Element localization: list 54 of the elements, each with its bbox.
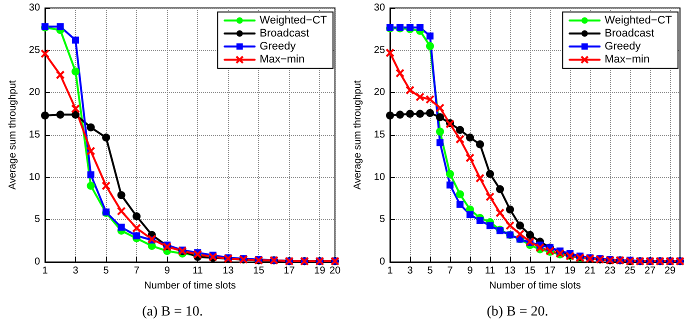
y-tick-label: 10 (28, 172, 40, 183)
x-tick-label: 20 (329, 266, 341, 276)
legend-label: Weighted−CT (260, 14, 328, 26)
x-tick-label: 19 (314, 266, 326, 276)
x-tick-label: 19 (564, 266, 576, 276)
y-tick-label: 15 (28, 130, 40, 140)
y-axis-title: Average sum throughput (8, 80, 18, 190)
x-tick-label: 25 (624, 266, 636, 276)
legend-label: Greedy (260, 40, 296, 52)
y-tick-label: 15 (374, 130, 386, 140)
x-tick-label: 7 (447, 266, 454, 276)
x-tick-label: 3 (407, 266, 414, 276)
y-tick-label: 25 (28, 44, 40, 56)
x-axis-title: Number of time slots (144, 280, 236, 292)
y-tick-label: 0 (34, 256, 40, 268)
x-tick-label: 27 (644, 266, 656, 276)
y-tick-label: 30 (28, 2, 40, 14)
legend-label: Broadcast (260, 28, 310, 40)
legend-label: Broadcast (604, 28, 654, 40)
x-tick-label: 17 (544, 266, 556, 276)
legend-label: Max−min (604, 54, 650, 66)
legend-label: Weighted−CT (604, 14, 672, 26)
x-tick-label: 11 (192, 266, 204, 276)
x-tick-label: 17 (284, 266, 296, 276)
x-tick-label: 1 (387, 266, 394, 276)
x-tick-label: 15 (253, 266, 265, 276)
x-tick-label: 1 (42, 266, 48, 276)
text: (a) B = 10. (142, 304, 203, 320)
x-tick-label: 21 (584, 266, 596, 276)
x-tick-label: 13 (222, 266, 234, 276)
x-tick-label: 3 (72, 266, 79, 276)
x-tick-label: 23 (604, 266, 616, 276)
y-tick-label: 20 (374, 87, 386, 98)
y-tick-label: 5 (379, 214, 386, 226)
x-tick-label: 15 (524, 266, 536, 276)
x-tick-label: 9 (164, 266, 170, 276)
x-tick-label: 5 (427, 266, 434, 276)
legend-label: Max−min (260, 54, 305, 66)
y-tick-label: 10 (374, 172, 386, 183)
y-tick-label: 0 (379, 256, 386, 268)
x-tick-label: 5 (103, 266, 110, 276)
legend-label: Greedy (604, 40, 642, 52)
x-axis-title: Number of time slots (489, 280, 581, 292)
x-tick-label: 9 (467, 266, 474, 276)
y-tick-label: 30 (374, 2, 386, 14)
y-axis-title: Average sum throughput (352, 80, 364, 190)
y-tick-label: 25 (374, 44, 386, 56)
x-tick-label: 13 (504, 266, 516, 276)
x-tick-label: 7 (134, 266, 140, 276)
x-tick-label: 11 (484, 266, 496, 276)
x-tick-label: 29 (664, 266, 676, 276)
y-tick-label: 20 (28, 87, 40, 98)
text: (b) B = 20. (486, 304, 548, 320)
y-tick-label: 5 (34, 214, 40, 226)
